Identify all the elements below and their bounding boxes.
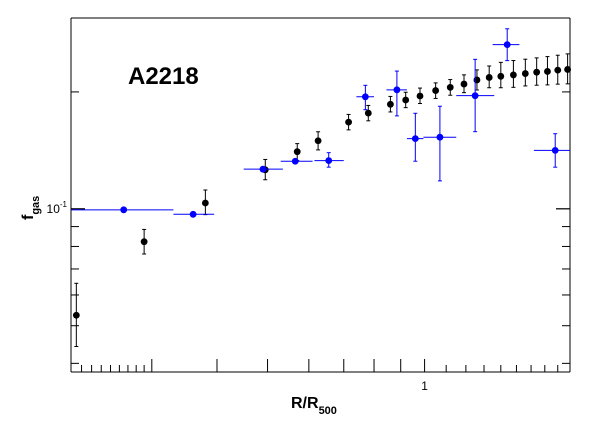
axis-ticks: [71, 91, 570, 372]
data-point: [436, 133, 444, 141]
data-point: [291, 157, 299, 165]
y-tick-label: 10-1: [47, 200, 68, 216]
data-point: [411, 135, 419, 143]
y-axis-label-main: f: [20, 214, 37, 220]
data-point: [293, 148, 301, 156]
data-point: [503, 41, 511, 49]
x-axis-label-main: R/R: [291, 395, 319, 412]
data-point: [140, 238, 148, 246]
axis-tick-labels: 1 10-1: [47, 200, 429, 393]
y-axis-label: fgas: [20, 196, 42, 220]
data-point: [314, 137, 322, 145]
data-point: [402, 96, 410, 104]
y-axis-label-subscript: gas: [30, 196, 42, 215]
data-point: [473, 76, 481, 84]
data-point: [485, 74, 493, 81]
data-point: [497, 72, 505, 80]
data-point: [259, 165, 267, 173]
data-point: [564, 66, 572, 73]
data-point: [533, 68, 541, 76]
data-point: [554, 66, 562, 74]
y-tick-label-exponent: -1: [60, 200, 68, 209]
data-point: [393, 86, 401, 94]
data-point: [72, 311, 80, 319]
data-point: [432, 87, 440, 94]
black-series: [72, 53, 572, 348]
y-tick-label-base: 10: [47, 202, 61, 216]
data-point: [551, 146, 559, 154]
data-point: [120, 206, 128, 214]
data-point: [510, 71, 517, 79]
x-tick-label: 1: [421, 379, 428, 393]
data-point: [387, 100, 394, 108]
blue-series: [71, 28, 570, 218]
x-axis-label-subscript: 500: [319, 405, 337, 417]
data-point: [544, 68, 551, 75]
plot-frame: [70, 17, 571, 373]
x-axis-label: R/R500: [291, 395, 337, 417]
data-point: [361, 93, 369, 101]
data-point: [364, 109, 372, 117]
data-point: [325, 157, 333, 164]
data-point: [189, 210, 197, 218]
data-point: [416, 92, 424, 100]
data-point: [345, 118, 352, 126]
chart-title: A2218: [128, 63, 199, 90]
data-point: [201, 199, 209, 207]
data-point: [446, 83, 454, 91]
data-point: [521, 70, 529, 77]
data-point: [460, 80, 468, 88]
data-point: [471, 92, 479, 100]
